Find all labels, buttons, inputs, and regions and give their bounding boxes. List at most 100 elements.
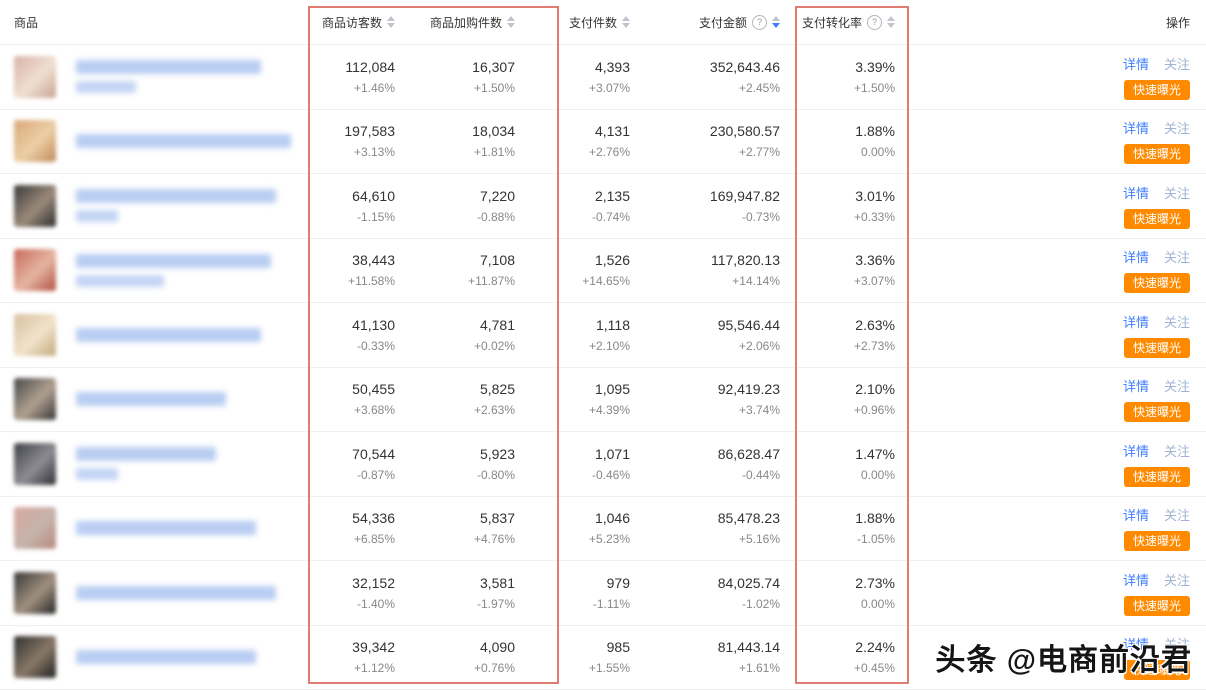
follow-link[interactable]: 关注 — [1163, 443, 1190, 459]
visitors-value: 32,152 — [352, 574, 395, 591]
quick-expose-button[interactable]: 快速曝光 — [1123, 402, 1190, 423]
quick-expose-button[interactable]: 快速曝光 — [1123, 466, 1190, 487]
product-name-blur — [76, 468, 118, 481]
detail-link[interactable]: 详情 — [1122, 185, 1149, 201]
visitors-change: -0.87% — [356, 467, 395, 482]
paid-amount-cell: 86,628.47 -0.44% — [635, 446, 785, 482]
cart-items-change: +11.87% — [468, 274, 515, 289]
paid-items-cell: 4,131 +2.76% — [520, 123, 635, 159]
product-thumbnail[interactable] — [14, 378, 56, 421]
quick-expose-button[interactable]: 快速曝光 — [1123, 144, 1190, 165]
cart-items-change: +1.81% — [473, 145, 515, 160]
paid-amount-value: 117,820.13 — [710, 252, 780, 269]
sort-icon-active[interactable] — [772, 16, 780, 28]
paid-items-change: +2.76% — [588, 145, 630, 160]
product-cell — [0, 378, 310, 421]
quick-expose-button[interactable]: 快速曝光 — [1123, 660, 1190, 681]
product-name-blur[interactable] — [76, 447, 216, 462]
paid-items-cell: 1,046 +5.23% — [520, 510, 635, 546]
visitors-cell: 64,610 -1.15% — [310, 188, 400, 224]
column-header-paid-amount[interactable]: 支付金额 ? — [635, 14, 785, 31]
visitors-cell: 39,342 +1.12% — [310, 639, 400, 675]
actions-cell: 详情 关注 快速曝光 — [900, 54, 1206, 100]
product-thumbnail[interactable] — [14, 636, 56, 679]
paid-items-value: 2,135 — [594, 187, 630, 204]
product-thumbnail[interactable] — [14, 313, 56, 356]
follow-link[interactable]: 关注 — [1163, 637, 1190, 653]
paid-amount-value: 85,478.23 — [717, 510, 780, 527]
product-name-blur[interactable] — [76, 521, 256, 536]
conversion-cell: 3.01% +0.33% — [785, 188, 900, 224]
product-name-blur[interactable] — [76, 585, 276, 600]
detail-link[interactable]: 详情 — [1122, 637, 1149, 653]
follow-link[interactable]: 关注 — [1163, 508, 1190, 524]
product-name — [76, 327, 261, 342]
visitors-value: 54,336 — [352, 510, 395, 527]
paid-amount-value: 81,443.14 — [717, 639, 780, 656]
cart-items-value: 5,825 — [479, 381, 515, 398]
follow-link[interactable]: 关注 — [1163, 185, 1190, 201]
paid-items-change: +3.07% — [588, 80, 630, 95]
product-thumbnail[interactable] — [14, 507, 56, 550]
visitors-value: 70,544 — [352, 445, 395, 462]
product-cell — [0, 507, 310, 550]
sort-icon[interactable] — [387, 16, 395, 28]
product-name-blur[interactable] — [76, 650, 256, 665]
quick-expose-button[interactable]: 快速曝光 — [1123, 208, 1190, 229]
detail-link[interactable]: 详情 — [1122, 121, 1149, 137]
product-thumbnail[interactable] — [14, 55, 56, 98]
help-icon[interactable]: ? — [752, 14, 767, 30]
follow-link[interactable]: 关注 — [1163, 572, 1190, 588]
row-links: 详情 关注 — [1123, 118, 1190, 137]
product-thumbnail[interactable] — [14, 442, 56, 485]
product-name-blur[interactable] — [76, 60, 261, 75]
conversion-change: +3.07% — [853, 274, 895, 289]
detail-link[interactable]: 详情 — [1122, 508, 1149, 524]
detail-link[interactable]: 详情 — [1122, 443, 1149, 459]
product-thumbnail[interactable] — [14, 184, 56, 227]
paid-items-change: +2.10% — [588, 338, 630, 353]
detail-link[interactable]: 详情 — [1122, 250, 1149, 266]
follow-link[interactable]: 关注 — [1163, 250, 1190, 266]
product-thumbnail[interactable] — [14, 120, 56, 163]
sort-icon[interactable] — [887, 16, 895, 28]
product-name-blur[interactable] — [76, 253, 271, 268]
sort-icon[interactable] — [507, 16, 515, 28]
paid-amount-value: 92,419.23 — [717, 381, 780, 398]
column-header-cart-items[interactable]: 商品加购件数 — [400, 14, 520, 31]
column-header-conversion[interactable]: 支付转化率 ? — [785, 14, 900, 31]
product-thumbnail[interactable] — [14, 249, 56, 292]
paid-amount-value: 84,025.74 — [717, 574, 780, 591]
product-name-blur[interactable] — [76, 189, 276, 204]
product-cell — [0, 184, 310, 227]
quick-expose-button[interactable]: 快速曝光 — [1123, 337, 1190, 358]
follow-link[interactable]: 关注 — [1163, 314, 1190, 330]
quick-expose-button[interactable]: 快速曝光 — [1123, 273, 1190, 294]
column-header-visitors[interactable]: 商品访客数 — [310, 14, 400, 31]
detail-link[interactable]: 详情 — [1122, 314, 1149, 330]
product-name-blur[interactable] — [76, 134, 291, 149]
conversion-value: 2.63% — [855, 316, 895, 333]
follow-link[interactable]: 关注 — [1163, 379, 1190, 395]
table-row: 64,610 -1.15% 7,220 -0.88% 2,135 -0.74% … — [0, 173, 1206, 238]
product-name-blur[interactable] — [76, 327, 261, 342]
follow-link[interactable]: 关注 — [1163, 121, 1190, 137]
detail-link[interactable]: 详情 — [1122, 379, 1149, 395]
product-name-blur[interactable] — [76, 392, 226, 407]
quick-expose-button[interactable]: 快速曝光 — [1123, 595, 1190, 616]
cart-items-cell: 18,034 +1.81% — [400, 123, 520, 159]
detail-link[interactable]: 详情 — [1122, 56, 1149, 72]
column-header-paid-items[interactable]: 支付件数 — [520, 14, 635, 31]
quick-expose-button[interactable]: 快速曝光 — [1123, 531, 1190, 552]
quick-expose-button[interactable]: 快速曝光 — [1123, 79, 1190, 100]
help-icon[interactable]: ? — [867, 14, 882, 30]
follow-link[interactable]: 关注 — [1163, 56, 1190, 72]
conversion-value: 1.88% — [855, 123, 895, 140]
detail-link[interactable]: 详情 — [1122, 572, 1149, 588]
sort-icon[interactable] — [622, 16, 630, 28]
cart-items-cell: 5,837 +4.76% — [400, 510, 520, 546]
visitors-cell: 38,443 +11.58% — [310, 252, 400, 288]
product-thumbnail[interactable] — [14, 571, 56, 614]
product-name — [76, 392, 226, 407]
